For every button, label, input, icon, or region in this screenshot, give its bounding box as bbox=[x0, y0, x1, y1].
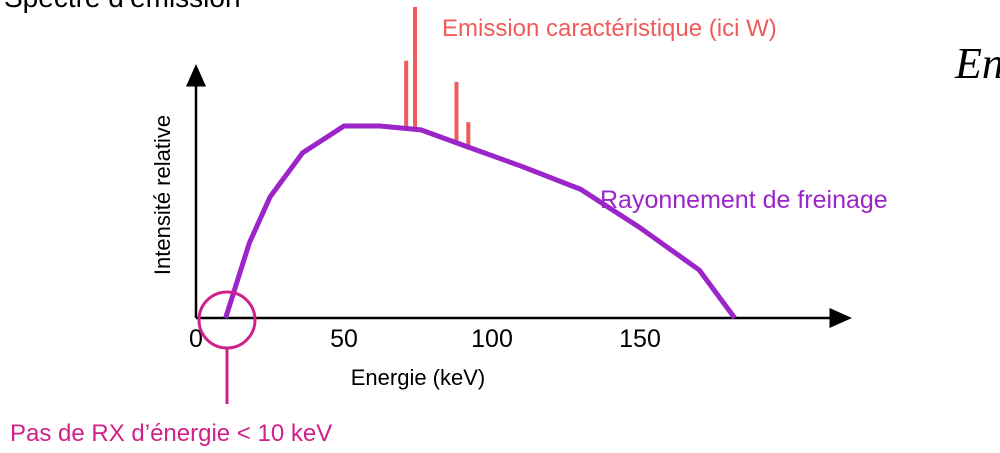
x-tick-label: 150 bbox=[619, 325, 661, 353]
x-tick-label: 0 bbox=[189, 325, 203, 353]
series-label-characteristic: Emission caractéristique (ici W) bbox=[442, 15, 777, 42]
x-tick-label: 100 bbox=[471, 325, 513, 353]
x-tick-labels: 0 50 100 150 bbox=[189, 325, 661, 353]
formula-fragment: En bbox=[955, 39, 1000, 88]
x-tick-label: 50 bbox=[330, 325, 358, 353]
threshold-annotation: Pas de RX d’énergie < 10 keV bbox=[10, 420, 332, 447]
bremsstrahlung-curve bbox=[223, 123, 737, 320]
slide-title: Spectre d’émission bbox=[4, 0, 241, 14]
series-label-bremsstrahlung: Rayonnement de freinage bbox=[600, 186, 888, 214]
y-axis-label: Intensité relative bbox=[150, 115, 175, 275]
threshold-circle bbox=[197, 290, 257, 350]
x-axis-label: Energie (keV) bbox=[351, 365, 486, 390]
series-marks bbox=[223, 6, 737, 320]
